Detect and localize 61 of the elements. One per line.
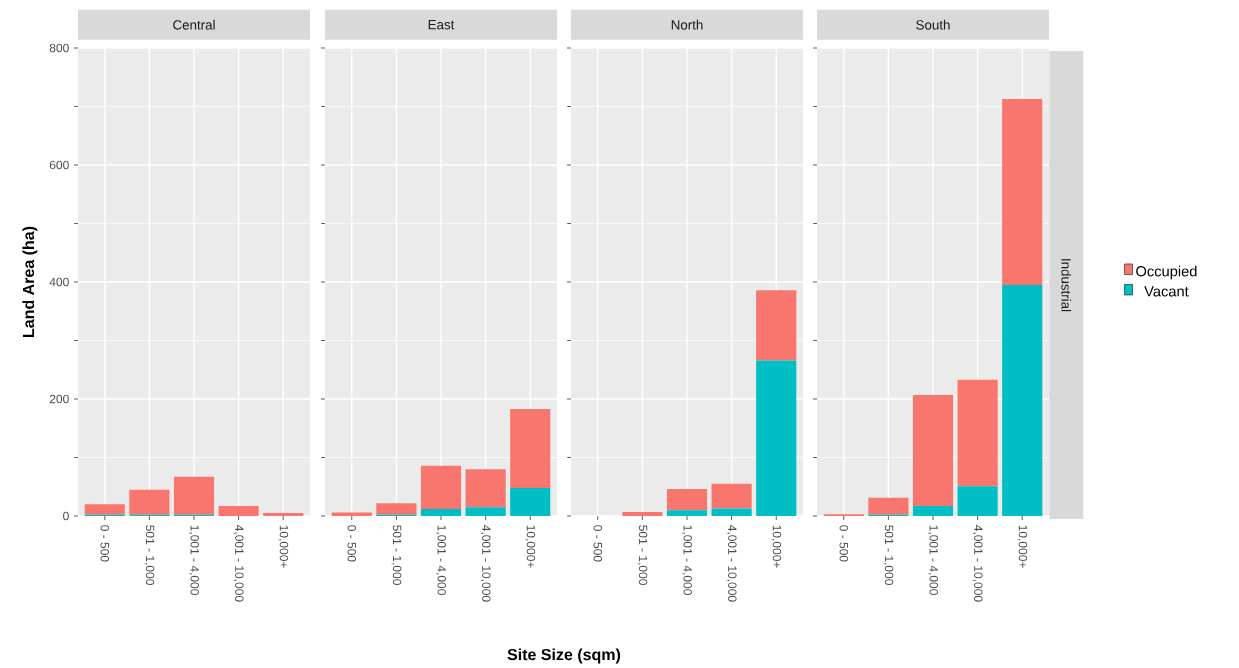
bar — [622, 511, 663, 516]
y-tick-label: 200 — [49, 394, 69, 404]
x-tick-label: 0 - 500 — [347, 525, 357, 562]
x-tick-label: 501 - 1,000 — [144, 525, 155, 585]
bar — [263, 513, 304, 516]
bar — [129, 489, 170, 515]
bar — [1002, 98, 1043, 285]
chart-title: South — [916, 19, 950, 30]
x-tick-label: 501 - 1,000 — [391, 525, 402, 585]
x-tick-label: 0 - 500 — [593, 525, 603, 562]
y-tick-label: 400 — [49, 277, 69, 287]
bar — [218, 506, 259, 516]
bar — [510, 408, 551, 488]
bar — [957, 486, 998, 516]
chart-title: North — [671, 19, 703, 30]
x-tick-label: 4,001 - 10,000 — [726, 524, 737, 602]
x-tick-label: 10,000+ — [525, 525, 536, 568]
x-tick-label: 1,001 - 4,000 — [436, 525, 446, 595]
x-tick-label: 10,000+ — [1017, 525, 1028, 568]
bar — [465, 469, 506, 508]
chart-title: Central — [173, 19, 215, 30]
x-tick-label: 1,001 - 4,000 — [682, 525, 692, 595]
x-tick-label: 501 - 1,000 — [883, 525, 894, 585]
legend-label: Vacant — [1144, 286, 1189, 297]
chart-title: East — [428, 20, 455, 30]
y-tick-label: 800 — [49, 43, 69, 53]
bar — [711, 508, 752, 516]
bar — [420, 465, 462, 509]
x-tick-label: 10,000+ — [278, 525, 289, 568]
bar — [711, 483, 752, 509]
x-tick-label: 1,001 - 4,000 — [928, 525, 938, 595]
x-tick-label: 4,001 - 10,000 — [480, 524, 491, 602]
bar — [868, 497, 909, 515]
x-tick-label: 0 - 500 — [839, 525, 849, 562]
bar — [376, 503, 417, 515]
bar — [756, 290, 797, 361]
bar — [173, 476, 215, 515]
y-axis-title: Land Area (ha) — [22, 226, 38, 337]
bar — [420, 508, 462, 516]
text: Industrial — [1061, 259, 1072, 312]
y-tick-label: 0 — [63, 511, 69, 521]
x-tick-label: 1,001 - 4,000 — [189, 525, 199, 595]
bar — [756, 360, 797, 516]
x-tick-label: 0 - 500 — [100, 525, 110, 562]
x-tick-label: 501 - 1,000 — [637, 525, 648, 585]
x-tick-label: 4,001 - 10,000 — [972, 524, 983, 602]
legend-label: Occupied — [1136, 265, 1197, 280]
bar — [666, 489, 708, 511]
bar — [465, 507, 506, 516]
x-tick-label: 4,001 - 10,000 — [233, 524, 244, 602]
bar — [912, 394, 954, 507]
bar — [84, 504, 125, 515]
x-tick-label: 10,000+ — [771, 525, 782, 568]
bar — [331, 512, 372, 516]
y-tick-label: 600 — [49, 160, 69, 170]
bar — [1002, 284, 1043, 516]
x-axis-title: Site Size (sqm) — [507, 648, 621, 664]
bar — [666, 510, 708, 516]
bar — [957, 379, 998, 487]
bar — [912, 506, 954, 516]
bar — [510, 487, 551, 516]
